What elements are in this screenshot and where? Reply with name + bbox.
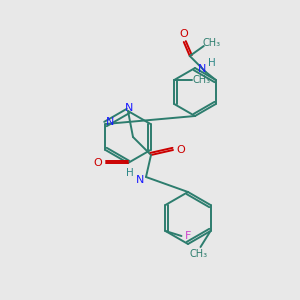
- Text: CH₃: CH₃: [190, 249, 208, 259]
- Text: N: N: [136, 175, 144, 185]
- Text: CH₃: CH₃: [203, 38, 221, 48]
- Text: N: N: [106, 117, 115, 127]
- Text: H: H: [126, 168, 134, 178]
- Text: O: O: [179, 29, 188, 39]
- Text: N: N: [125, 103, 133, 113]
- Text: F: F: [185, 231, 192, 241]
- Text: H: H: [208, 58, 216, 68]
- Text: N: N: [198, 64, 206, 74]
- Text: O: O: [177, 145, 185, 155]
- Text: CH₃: CH₃: [192, 75, 210, 85]
- Text: O: O: [94, 158, 102, 168]
